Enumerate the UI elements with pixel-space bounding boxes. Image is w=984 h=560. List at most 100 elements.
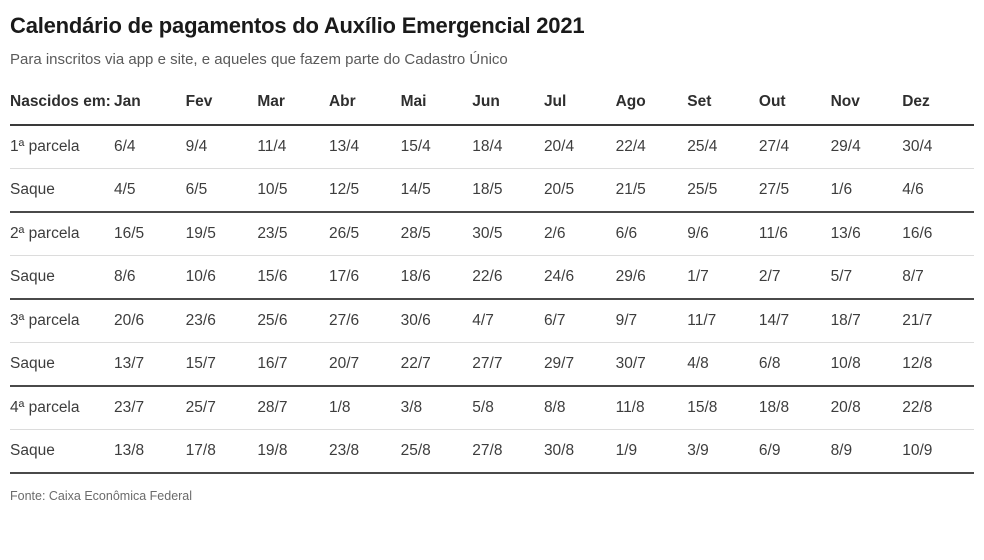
date-cell: 24/6 <box>543 255 616 300</box>
row-label: 4ª parcela <box>10 386 114 430</box>
date-cell: 25/4 <box>687 125 759 169</box>
date-cell: 23/6 <box>185 299 258 343</box>
date-cell: 29/4 <box>830 125 903 169</box>
month-column-header: Jan <box>114 91 186 126</box>
date-cell: 30/7 <box>615 342 688 387</box>
date-cell: 28/7 <box>257 386 329 430</box>
date-cell: 23/5 <box>257 212 329 256</box>
table-row: 1ª parcela 6/4 9/4 11/4 13/4 15/4 18/4 20/4 22/4… <box>10 125 974 169</box>
date-cell: 11/7 <box>687 299 759 343</box>
date-cell: 4/6 <box>902 168 974 213</box>
date-cell: 6/7 <box>543 299 616 343</box>
date-cell: 13/6 <box>830 212 903 256</box>
date-cell: 17/8 <box>185 429 258 474</box>
table-head: Nascidos em: Jan Fev Mar Abr Mai Jun Jul Ago Set… <box>10 91 974 126</box>
date-cell: 4/8 <box>687 342 759 387</box>
date-cell: 12/5 <box>328 168 401 213</box>
date-cell: 3/8 <box>400 386 473 430</box>
month-column-header: Out <box>758 91 831 126</box>
date-cell: 2/6 <box>543 212 616 256</box>
date-cell: 6/6 <box>615 212 688 256</box>
date-cell: 20/7 <box>328 342 401 387</box>
row-label: 1ª parcela <box>10 125 114 169</box>
date-cell: 17/6 <box>328 255 401 300</box>
date-cell: 25/6 <box>257 299 329 343</box>
date-cell: 20/6 <box>114 299 186 343</box>
date-cell: 13/7 <box>114 342 186 387</box>
date-cell: 3/9 <box>687 429 759 474</box>
payment-calendar-table: Nascidos em: Jan Fev Mar Abr Mai Jun Jul Ago Set… <box>10 91 974 474</box>
date-cell: 21/5 <box>615 168 688 213</box>
date-cell: 20/5 <box>543 168 616 213</box>
date-cell: 9/6 <box>687 212 759 256</box>
date-cell: 11/4 <box>257 125 329 169</box>
date-cell: 22/7 <box>400 342 473 387</box>
date-cell: 1/7 <box>687 255 759 300</box>
date-cell: 5/7 <box>830 255 903 300</box>
date-cell: 25/8 <box>400 429 473 474</box>
date-cell: 28/5 <box>400 212 473 256</box>
date-cell: 6/9 <box>758 429 831 474</box>
row-label: 3ª parcela <box>10 299 114 343</box>
row-label: 2ª parcela <box>10 212 114 256</box>
date-cell: 9/7 <box>615 299 688 343</box>
date-cell: 4/7 <box>472 299 544 343</box>
date-cell: 6/5 <box>185 168 258 213</box>
date-cell: 23/7 <box>114 386 186 430</box>
date-cell: 15/4 <box>400 125 473 169</box>
date-cell: 9/4 <box>185 125 258 169</box>
date-cell: 15/7 <box>185 342 258 387</box>
date-cell: 12/8 <box>902 342 974 387</box>
source-note: Fonte: Caixa Econômica Federal <box>10 489 193 503</box>
table-row: Saque 13/8 17/8 19/8 23/8 25/8 27/8 30/8 1/9 3/9 6… <box>10 429 974 474</box>
table-body: 1ª parcela 6/4 9/4 11/4 13/4 15/4 18/4 20/4 22/4… <box>10 125 974 474</box>
date-cell: 13/4 <box>328 125 401 169</box>
date-cell: 10/5 <box>257 168 329 213</box>
date-cell: 25/5 <box>687 168 759 213</box>
date-cell: 30/4 <box>902 125 974 169</box>
month-column-header: Jul <box>543 91 616 126</box>
date-cell: 6/4 <box>114 125 186 169</box>
date-cell: 4/5 <box>114 168 186 213</box>
date-cell: 11/6 <box>758 212 831 256</box>
date-cell: 27/5 <box>758 168 831 213</box>
date-cell: 18/8 <box>758 386 831 430</box>
month-column-header: Fev <box>185 91 258 126</box>
row-label: Saque <box>10 342 114 387</box>
month-column-header: Mar <box>257 91 329 126</box>
date-cell: 5/8 <box>472 386 544 430</box>
date-cell: 22/4 <box>615 125 688 169</box>
table-row: 2ª parcela 16/5 19/5 23/5 26/5 28/5 30/5 2/6 6/6… <box>10 212 974 256</box>
table-row: Saque 8/6 10/6 15/6 17/6 18/6 22/6 24/6 29/6 1/7 2… <box>10 255 974 300</box>
date-cell: 14/7 <box>758 299 831 343</box>
date-cell: 1/8 <box>328 386 401 430</box>
date-cell: 8/6 <box>114 255 186 300</box>
date-cell: 27/7 <box>472 342 544 387</box>
date-cell: 1/9 <box>615 429 688 474</box>
date-cell: 13/8 <box>114 429 186 474</box>
date-cell: 18/7 <box>830 299 903 343</box>
date-cell: 22/8 <box>902 386 974 430</box>
date-cell: 18/4 <box>472 125 544 169</box>
date-cell: 23/8 <box>328 429 401 474</box>
date-cell: 30/5 <box>472 212 544 256</box>
date-cell: 16/5 <box>114 212 186 256</box>
date-cell: 27/4 <box>758 125 831 169</box>
date-cell: 27/6 <box>328 299 401 343</box>
date-cell: 20/8 <box>830 386 903 430</box>
table-row: 4ª parcela 23/7 25/7 28/7 1/8 3/8 5/8 8/8 11/8 15… <box>10 386 974 430</box>
date-cell: 6/8 <box>758 342 831 387</box>
date-cell: 25/7 <box>185 386 258 430</box>
date-cell: 1/6 <box>830 168 903 213</box>
date-cell: 16/6 <box>902 212 974 256</box>
date-cell: 14/5 <box>400 168 473 213</box>
date-cell: 15/6 <box>257 255 329 300</box>
date-cell: 19/5 <box>185 212 258 256</box>
date-cell: 30/8 <box>543 429 616 474</box>
row-label: Saque <box>10 429 114 474</box>
month-column-header: Ago <box>615 91 688 126</box>
date-cell: 15/8 <box>687 386 759 430</box>
date-cell: 18/5 <box>472 168 544 213</box>
month-column-header: Jun <box>472 91 544 126</box>
